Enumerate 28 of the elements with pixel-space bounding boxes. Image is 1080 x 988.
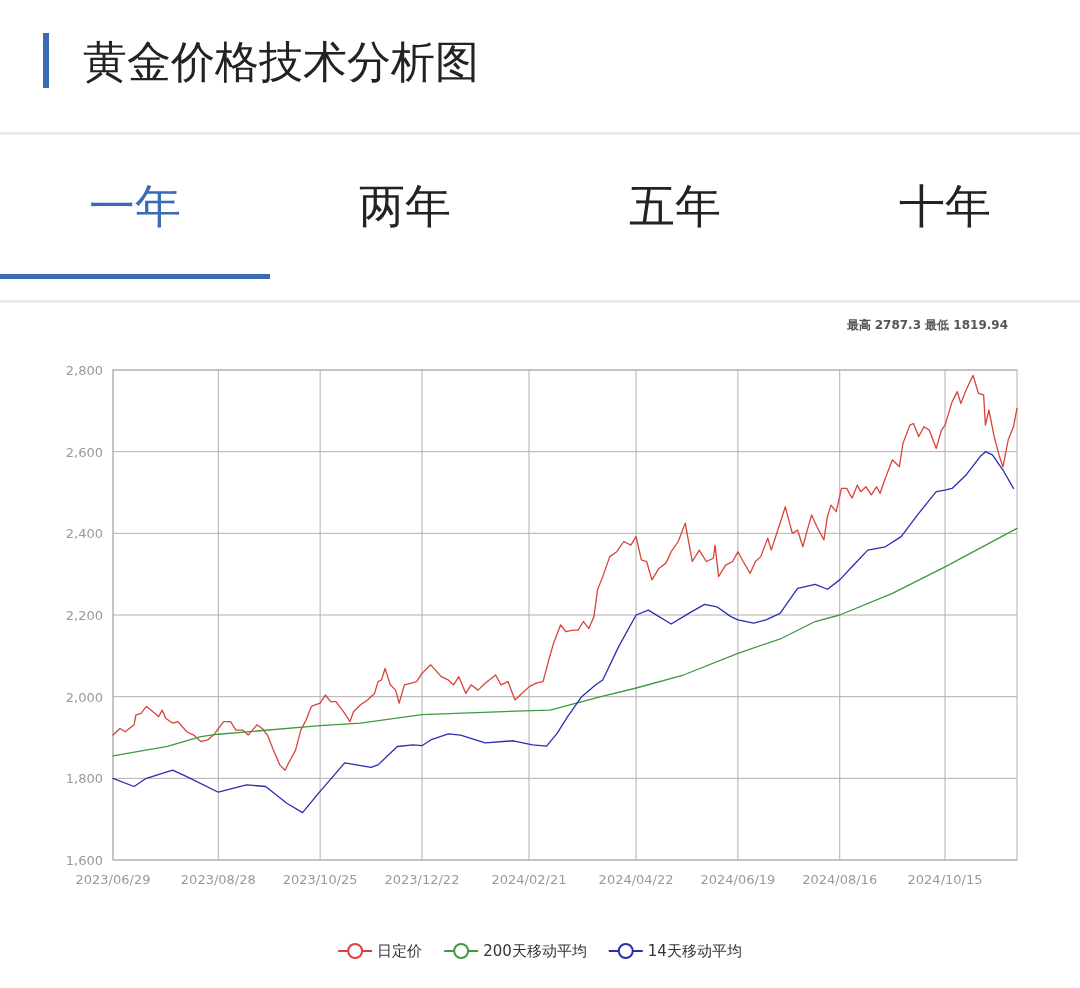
text: 最高 2787.3 最低 1819.94 bbox=[845, 318, 1008, 332]
line-series bbox=[112, 451, 1015, 814]
x-tick-label: 2024/10/15 bbox=[907, 872, 983, 887]
text: 一年 bbox=[89, 179, 181, 233]
line-series bbox=[112, 527, 1018, 757]
x-tick-label: 2024/02/21 bbox=[491, 872, 567, 887]
legend-label: 14天移动平均 bbox=[647, 942, 742, 960]
y-tick-label: 2,200 bbox=[65, 608, 103, 623]
x-tick-label: 2023/10/25 bbox=[282, 872, 358, 887]
legend-label: 日定价 bbox=[377, 942, 423, 960]
text: 十年 bbox=[899, 179, 991, 233]
x-tick-label: 2024/08/16 bbox=[802, 872, 878, 887]
y-tick-label: 1,800 bbox=[65, 771, 103, 787]
y-tick-label: 2,400 bbox=[65, 526, 103, 542]
text: 两年 bbox=[359, 179, 451, 233]
y-tick-label: 2,000 bbox=[65, 689, 103, 705]
x-tick-label: 2024/06/19 bbox=[700, 872, 776, 887]
x-tick-label: 2023/08/28 bbox=[180, 872, 256, 887]
line-series bbox=[112, 374, 1018, 771]
x-tick-label: 2023/12/22 bbox=[384, 872, 460, 887]
x-tick-label: 2023/06/29 bbox=[75, 872, 151, 887]
y-tick-label: 2,600 bbox=[65, 444, 103, 460]
legend-label: 200天移动平均 bbox=[483, 942, 587, 960]
y-tick-label: 1,600 bbox=[65, 853, 103, 868]
y-tick-label: 2,800 bbox=[65, 363, 103, 378]
chart-title: 黄金价格技术分析图 bbox=[83, 36, 479, 87]
x-tick-label: 2024/04/22 bbox=[598, 872, 674, 887]
text: 五年 bbox=[629, 179, 721, 233]
